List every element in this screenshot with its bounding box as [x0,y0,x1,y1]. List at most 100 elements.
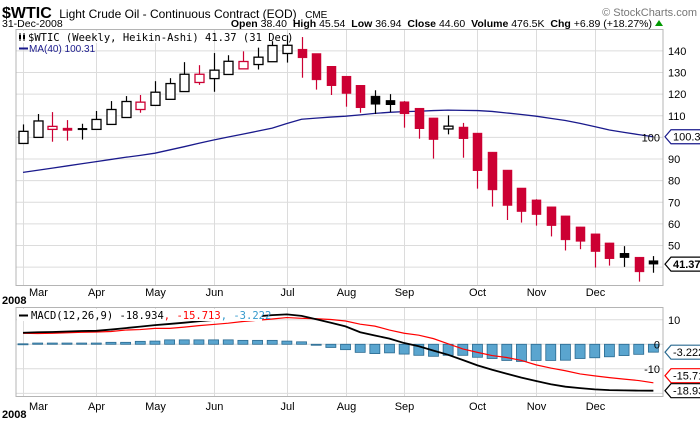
candle [502,169,513,220]
x-tick-label: Aug [337,401,357,413]
candle [209,53,220,92]
macd-label: MACD(12,26,9) [31,310,113,322]
macd-line [22,313,654,392]
macd-legend: MACD(12,26,9) -18.934, -15.713, -3.222 [31,310,271,322]
axes: Mar Mar Apr Apr May May Jun Jun Jul Jul Aug Aug Sep S… [2,46,686,421]
macd-histogram-bar [134,340,146,345]
macd-histogram-bar [149,340,161,345]
macd-histogram-bar [369,343,381,354]
y-tick-label: 70 [668,197,680,209]
price-legend-title: $WTIC (Weekly, Heikin-Ashi) 41.37 (31 De… [28,32,294,44]
macd-histogram-bar [560,343,571,361]
candle [531,199,542,226]
close-label: Close [407,18,436,30]
change-label: Chg [550,18,570,30]
candle [634,256,645,282]
signal-value: -15.713 [176,310,220,322]
candle [165,78,176,100]
macd-histogram-bar [618,343,630,356]
year-label: 2008 [2,295,26,307]
y-tick-label: 80 [668,176,680,188]
y-tick-label: -10 [644,364,660,376]
price-panel [18,35,659,282]
candle [560,215,571,251]
y-tick-label: 0 [654,339,660,351]
macd-sep-1: , [164,310,177,322]
candle [472,132,483,189]
macd-histogram-bar [266,339,278,345]
candle-body [238,60,249,70]
x-tick-label: Nov [527,287,547,299]
volume-value: 476.5K [511,18,544,30]
copyright-link[interactable]: © StockCharts.com [602,7,697,19]
y-tick-label: 120 [668,89,686,101]
macd-histogram-bar [604,343,615,358]
macd-histogram-bar [574,343,586,359]
candle-body [253,56,264,66]
candle-body [472,132,483,171]
open-value: 38.40 [261,18,287,30]
quote-date: 31-Dec-2008 [2,18,63,30]
value-tags: 100.31 41.37 -3.222 -15.713 -18.934 [664,129,700,399]
value-tag-box [664,129,700,145]
chart-header-title: $WTIC Light Crude Oil - Continuous Contr… [2,5,328,22]
candle [194,65,205,85]
candle-body [209,69,220,80]
up-triangle-icon [655,20,663,26]
x-tick-label: Oct [469,401,486,413]
candle [297,37,308,78]
macd-histogram-bar [413,343,425,356]
heikin-ashi-icon [19,33,25,41]
high-value: 45.54 [319,18,345,30]
y-tick-label: 110 [668,111,686,123]
candle-body [282,44,293,55]
candle [428,117,439,159]
candle [575,226,586,250]
y-tick-label: 130 [668,68,686,80]
x-tick-label: Jul [280,287,294,299]
candle [150,81,161,107]
quote-summary: Open 38.40 High 45.54 Low 36.94 Close 44… [231,18,652,30]
candle [62,120,73,141]
x-tick-label: Sep [395,401,415,413]
candle [590,233,601,268]
candle-body [531,199,542,215]
value-tag: -15.713 [664,368,700,384]
x-tick-label: Dec [586,287,606,299]
value-tag-box [664,383,700,399]
candle-body [165,82,176,100]
macd-histogram-bar [296,341,307,345]
x-tick-label: May [145,401,166,413]
candle-body [135,101,146,111]
candle [370,90,381,115]
candle [121,96,132,119]
candle [253,47,264,70]
candle-body [546,206,557,226]
candle-body [77,128,88,131]
candle-body [18,130,29,145]
macd-histogram-bar [252,339,263,345]
macd-histogram-bar [530,343,542,361]
macd-histogram-bar [340,343,351,351]
candle [399,101,410,128]
histogram-value: -3.222 [233,310,271,322]
candle-body [121,100,132,119]
macd-histogram-bar [633,343,645,355]
instrument-name: Light Crude Oil - Continuous Contract (E… [59,7,296,21]
value-tag: 100.31 [664,129,700,145]
macd-histogram-bar [164,339,176,345]
candle [106,101,117,126]
candle-body [91,118,102,131]
candle [443,115,454,135]
macd-histogram-bar [90,342,102,345]
candle-body [443,125,454,130]
candle [414,107,425,139]
candle [33,114,44,139]
candle-body [341,75,352,94]
macd-value: -18.934 [120,310,164,322]
value-tag-text: -3.222 [673,347,700,359]
ma-legend-label: MA(40) 100.31 [29,44,96,55]
macd-histogram-bar [178,339,190,345]
value-tag-text: -15.713 [673,371,700,383]
candle-body [648,260,659,265]
